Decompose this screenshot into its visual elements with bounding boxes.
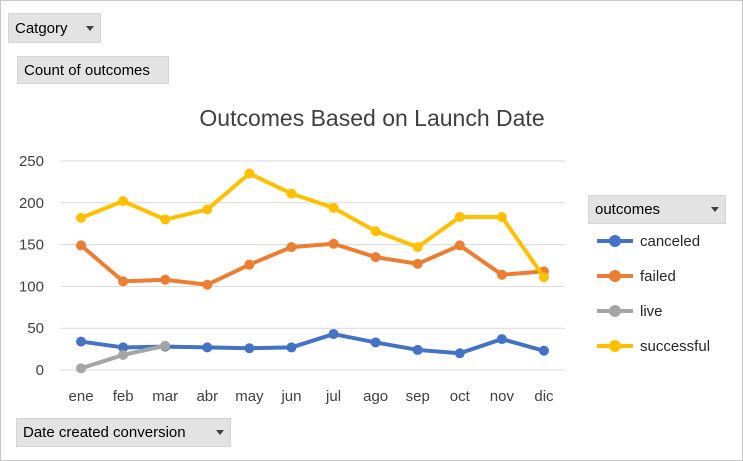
data-point-canceled[interactable] [118,342,129,353]
series-failed [76,238,549,290]
legend-marker-icon [609,340,621,352]
data-point-canceled[interactable] [496,334,507,345]
x-tick-label: mar [152,388,178,405]
values-field-button[interactable]: Count of outcomes [17,56,169,84]
x-tick-label: ago [363,388,388,405]
chart-title: Outcomes Based on Launch Date [199,105,544,131]
dropdown-arrow-icon [711,207,719,212]
series-live [76,340,171,374]
category-filter-label: Catgory [15,19,68,37]
data-point-failed[interactable] [454,240,465,251]
x-tick-label: jun [280,388,301,405]
data-point-successful[interactable] [244,168,255,179]
y-tick-label: 50 [27,320,44,337]
y-tick-label: 150 [19,237,44,254]
legend-marker-icon [609,305,621,317]
dropdown-arrow-icon [216,430,224,435]
data-point-failed[interactable] [496,269,507,280]
x-tick-label: jul [325,388,341,405]
data-point-failed[interactable] [328,238,339,249]
x-tick-label: ene [69,388,94,405]
legend-label: canceled [640,233,700,250]
legend: canceled failed live successful [597,233,710,355]
data-point-canceled[interactable] [328,329,339,340]
legend-field-button[interactable]: outcomes [588,195,726,224]
legend-item-canceled[interactable]: canceled [597,233,700,250]
y-tick-label: 0 [36,362,44,379]
data-point-successful[interactable] [496,212,507,223]
legend-label: failed [640,268,676,285]
y-axis-ticks: 0 50 100 150 200 250 [19,153,44,379]
legend-label: live [640,303,663,320]
dropdown-arrow-icon [86,25,94,31]
x-tick-label: feb [113,388,134,405]
data-point-failed[interactable] [412,258,423,269]
data-point-failed[interactable] [370,252,381,263]
data-point-successful[interactable] [160,214,171,225]
data-point-live[interactable] [76,363,87,374]
data-point-successful[interactable] [538,272,549,283]
category-filter-button[interactable]: Catgory [8,13,101,43]
values-field-label: Count of outcomes [24,61,150,79]
data-point-live[interactable] [160,340,171,351]
data-point-successful[interactable] [118,196,129,207]
legend-item-live[interactable]: live [597,303,663,320]
data-point-successful[interactable] [76,212,87,223]
data-point-canceled[interactable] [412,344,423,355]
data-point-successful[interactable] [286,188,297,199]
data-point-canceled[interactable] [370,337,381,348]
data-point-failed[interactable] [244,259,255,270]
x-tick-label: dic [534,388,554,405]
data-point-failed[interactable] [76,240,87,251]
data-point-successful[interactable] [202,204,213,215]
data-point-canceled[interactable] [454,348,465,359]
y-tick-label: 100 [19,278,44,295]
data-point-successful[interactable] [412,242,423,253]
data-point-failed[interactable] [160,274,171,285]
data-point-failed[interactable] [286,242,297,253]
data-point-successful[interactable] [328,202,339,213]
x-tick-label: nov [490,388,515,405]
data-point-live[interactable] [118,349,129,360]
data-point-canceled[interactable] [286,342,297,353]
x-tick-label: abr [196,388,218,405]
data-point-successful[interactable] [454,212,465,223]
axis-field-label: Date created conversion [23,424,186,441]
series-successful [76,168,549,283]
data-point-canceled[interactable] [244,343,255,354]
legend-marker-icon [609,270,621,282]
legend-item-successful[interactable]: successful [597,338,710,355]
data-point-successful[interactable] [370,226,381,237]
y-tick-label: 200 [19,195,44,212]
data-point-canceled[interactable] [76,336,87,347]
data-point-canceled[interactable] [202,342,213,353]
series-lines [76,168,549,374]
series-line-successful [79,171,546,280]
legend-field-label: outcomes [595,201,661,218]
y-tick-label: 250 [19,153,44,170]
legend-label: successful [640,338,710,355]
legend-marker-icon [609,235,621,247]
axis-field-button[interactable]: Date created conversion [16,418,231,447]
data-point-failed[interactable] [202,279,213,290]
x-axis-ticks: ene feb mar abr may jun jul ago sep oct nov dic [69,388,555,405]
series-line-failed [79,241,546,287]
data-point-canceled[interactable] [538,345,549,356]
data-point-failed[interactable] [118,276,129,287]
x-tick-label: may [235,388,264,405]
series-canceled [76,329,549,359]
legend-item-failed[interactable]: failed [597,268,676,285]
x-tick-label: sep [406,388,430,405]
x-tick-label: oct [450,388,471,405]
